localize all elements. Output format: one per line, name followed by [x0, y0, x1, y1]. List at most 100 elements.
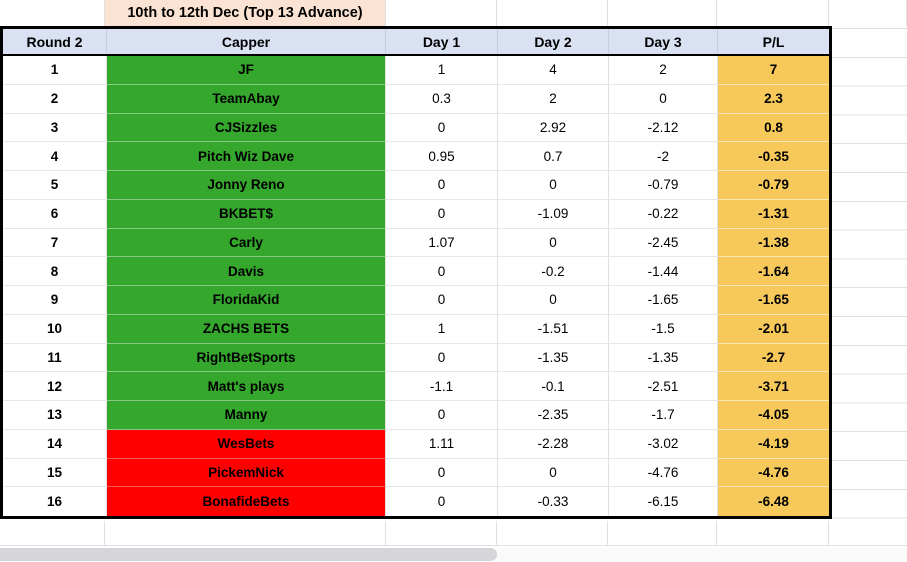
empty-cell[interactable]	[608, 521, 717, 545]
day1-cell[interactable]: 0	[386, 401, 498, 430]
pl-cell[interactable]: 0.8	[718, 113, 829, 143]
day3-cell[interactable]: -2.12	[609, 113, 718, 143]
day3-cell[interactable]: -1.65	[609, 286, 718, 315]
day1-cell[interactable]: 0	[386, 257, 498, 286]
day2-cell[interactable]: 0.7	[498, 142, 609, 171]
day1-cell[interactable]: 0	[386, 199, 498, 229]
capper-cell[interactable]: ZACHS BETS	[107, 314, 386, 344]
day1-cell[interactable]: 0	[386, 113, 498, 143]
rank-cell[interactable]: 7	[3, 228, 107, 258]
day1-cell[interactable]: 0	[386, 487, 498, 516]
day3-cell[interactable]: -1.44	[609, 257, 718, 286]
day3-cell[interactable]: -2.45	[609, 228, 718, 258]
capper-cell[interactable]: Carly	[107, 228, 386, 258]
capper-cell[interactable]: FloridaKid	[107, 286, 386, 315]
rank-cell[interactable]: 14	[3, 429, 107, 459]
rank-cell[interactable]: 13	[3, 401, 107, 430]
day2-cell[interactable]: -2.35	[498, 401, 609, 430]
pl-cell[interactable]: -2.7	[718, 343, 829, 373]
column-header-round2[interactable]: Round 2	[3, 29, 107, 54]
empty-cell[interactable]	[0, 0, 105, 26]
day3-cell[interactable]: -3.02	[609, 429, 718, 459]
rank-cell[interactable]: 12	[3, 372, 107, 401]
capper-cell[interactable]: Davis	[107, 257, 386, 286]
capper-cell[interactable]: CJSizzles	[107, 113, 386, 143]
day1-cell[interactable]: 0	[386, 171, 498, 200]
empty-cell[interactable]	[717, 0, 829, 26]
day1-cell[interactable]: 0.3	[386, 84, 498, 114]
pl-cell[interactable]: -2.01	[718, 314, 829, 344]
pl-cell[interactable]: -4.05	[718, 401, 829, 430]
day3-cell[interactable]: -0.79	[609, 171, 718, 200]
day2-cell[interactable]: -1.09	[498, 199, 609, 229]
empty-cell[interactable]	[497, 521, 608, 545]
empty-cell[interactable]	[497, 0, 608, 26]
day2-cell[interactable]: -1.51	[498, 314, 609, 344]
h-scrollbar-track[interactable]	[0, 548, 907, 561]
empty-cell[interactable]	[386, 0, 497, 26]
column-header-day1[interactable]: Day 1	[386, 29, 498, 54]
rank-cell[interactable]: 4	[3, 142, 107, 171]
pl-cell[interactable]: -1.65	[718, 286, 829, 315]
day1-cell[interactable]: 0.95	[386, 142, 498, 171]
capper-cell[interactable]: PickemNick	[107, 458, 386, 488]
day3-cell[interactable]: -0.22	[609, 199, 718, 229]
day1-cell[interactable]: 1.11	[386, 429, 498, 459]
rank-cell[interactable]: 6	[3, 199, 107, 229]
rank-cell[interactable]: 8	[3, 257, 107, 286]
pl-cell[interactable]: -0.79	[718, 171, 829, 200]
capper-cell[interactable]: Manny	[107, 401, 386, 430]
day2-cell[interactable]: 2.92	[498, 113, 609, 143]
rank-cell[interactable]: 11	[3, 343, 107, 373]
capper-cell[interactable]: TeamAbay	[107, 84, 386, 114]
pl-cell[interactable]: 7	[718, 56, 829, 85]
column-header-day3[interactable]: Day 3	[609, 29, 718, 54]
day1-cell[interactable]: 0	[386, 343, 498, 373]
day1-cell[interactable]: 1.07	[386, 228, 498, 258]
day3-cell[interactable]: -4.76	[609, 458, 718, 488]
capper-cell[interactable]: Jonny Reno	[107, 171, 386, 200]
day2-cell[interactable]: -0.1	[498, 372, 609, 401]
pl-cell[interactable]: -4.76	[718, 458, 829, 488]
sheet-title-cell[interactable]: 10th to 12th Dec (Top 13 Advance)	[105, 0, 386, 26]
day2-cell[interactable]: -0.33	[498, 487, 609, 516]
rank-cell[interactable]: 5	[3, 171, 107, 200]
column-header-day2[interactable]: Day 2	[498, 29, 609, 54]
day2-cell[interactable]: -0.2	[498, 257, 609, 286]
column-header-pl[interactable]: P/L	[762, 33, 785, 50]
empty-cell[interactable]	[608, 0, 717, 26]
day1-cell[interactable]: 1	[386, 314, 498, 344]
empty-cell[interactable]	[386, 521, 497, 545]
capper-cell[interactable]: JF	[107, 56, 386, 85]
day3-cell[interactable]: 0	[609, 84, 718, 114]
day2-cell[interactable]: -1.35	[498, 343, 609, 373]
empty-cell[interactable]	[829, 0, 907, 26]
pl-cell[interactable]: -1.64	[718, 257, 829, 286]
day3-cell[interactable]: -2.51	[609, 372, 718, 401]
empty-cell[interactable]	[105, 521, 386, 545]
empty-cell[interactable]	[0, 521, 105, 545]
capper-cell[interactable]: Matt's plays	[107, 372, 386, 401]
column-header-capper[interactable]: Capper	[107, 29, 386, 54]
rank-cell[interactable]: 10	[3, 314, 107, 344]
capper-cell[interactable]: BonafideBets	[107, 487, 386, 516]
pl-cell[interactable]: -1.38	[718, 228, 829, 258]
pl-cell[interactable]: -0.35	[718, 142, 829, 171]
day2-cell[interactable]: 0	[498, 458, 609, 488]
pl-cell[interactable]: 2.3	[718, 84, 829, 114]
rank-cell[interactable]: 16	[3, 487, 107, 516]
empty-cell[interactable]	[717, 521, 829, 545]
day3-cell[interactable]: -2	[609, 142, 718, 171]
day2-cell[interactable]: 0	[498, 286, 609, 315]
day2-cell[interactable]: -2.28	[498, 429, 609, 459]
capper-cell[interactable]: Pitch Wiz Dave	[107, 142, 386, 171]
day2-cell[interactable]: 0	[498, 171, 609, 200]
rank-cell[interactable]: 9	[3, 286, 107, 315]
pl-cell[interactable]: -6.48	[718, 487, 829, 516]
capper-cell[interactable]: BKBET$	[107, 199, 386, 229]
day1-cell[interactable]: -1.1	[386, 372, 498, 401]
day1-cell[interactable]: 1	[386, 56, 498, 85]
day3-cell[interactable]: -1.35	[609, 343, 718, 373]
empty-cell[interactable]	[829, 521, 907, 545]
capper-cell[interactable]: WesBets	[107, 429, 386, 459]
